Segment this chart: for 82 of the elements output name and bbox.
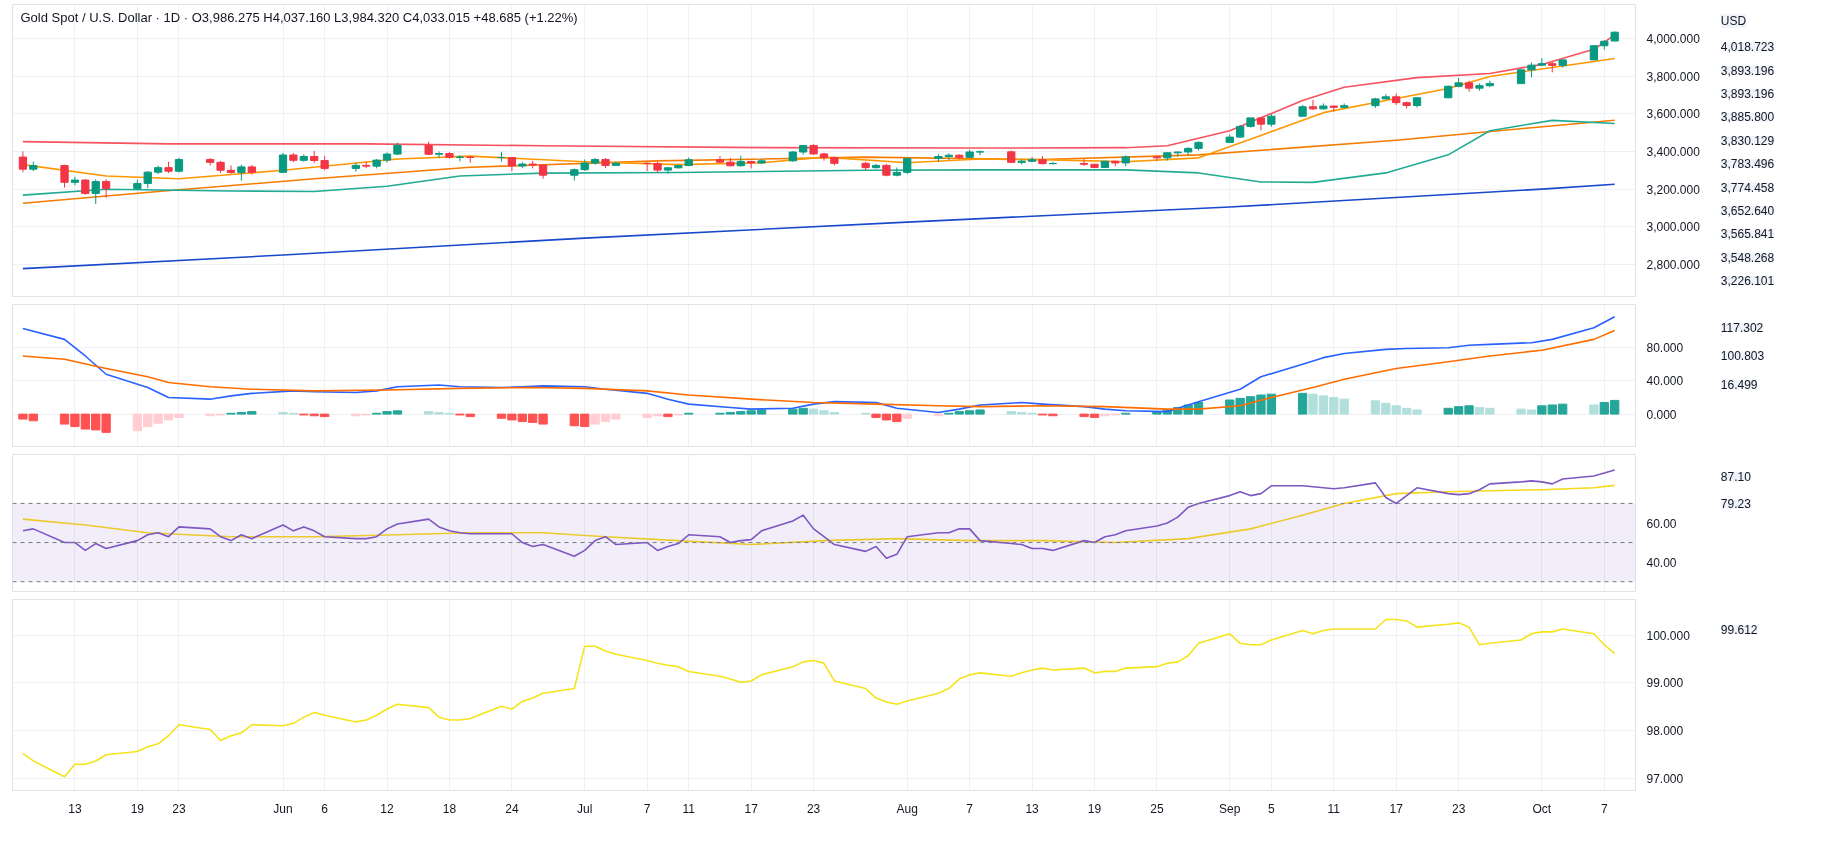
- x-tick-label: Jun: [273, 801, 293, 816]
- y-tick-label: 3,000.000: [1646, 220, 1701, 235]
- y-tick-label: 4,000.000: [1646, 31, 1701, 46]
- x-tick-label: 19: [1087, 801, 1102, 816]
- x-tick-label: 17: [744, 801, 759, 816]
- y-tick-label: 3,400.000: [1646, 144, 1701, 159]
- x-tick-label: Oct: [1532, 801, 1552, 816]
- text: 3,548.268: [1720, 250, 1775, 265]
- x-tick-label: 7: [966, 801, 974, 816]
- chart-title: Gold Spot / U.S. Dollar · 1D · O3,986.275 H4,037.160 L3,984.320 C4,033.015 +48.685 (+1.22%): [20, 9, 578, 25]
- x-tick-label: 7: [1600, 801, 1608, 816]
- line-series: [22, 329, 1616, 410]
- line-series: [22, 183, 1616, 270]
- x-tick-label: 25: [1150, 801, 1164, 816]
- y-tick-label: 40.00: [1646, 555, 1677, 570]
- x-tick-label: 24: [505, 801, 519, 816]
- x-tick-label: 13: [68, 801, 82, 816]
- candlestick: [1537, 57, 1547, 67]
- text: 87.10: [1720, 470, 1752, 485]
- y-tick-label: 99.000: [1646, 676, 1684, 691]
- bar: [1589, 404, 1599, 415]
- text: 3,565.841: [1720, 227, 1775, 242]
- text: 79.23: [1720, 497, 1752, 512]
- candlestick: [18, 150, 28, 173]
- candlestick: [91, 178, 100, 205]
- x-tick-label: 11: [1327, 801, 1341, 816]
- text: 16.499: [1720, 377, 1758, 392]
- y-tick-label: 97.000: [1646, 771, 1684, 786]
- x-tick-label: 17: [1389, 801, 1404, 816]
- line-series: [22, 484, 1616, 546]
- x-tick-label: 6: [321, 801, 329, 816]
- x-tick-label: Sep: [1219, 801, 1241, 816]
- x-tick-label: 23: [172, 801, 186, 816]
- text: 3,783.496: [1720, 157, 1775, 172]
- candlestick: [1152, 155, 1162, 162]
- candlestick: [70, 176, 80, 186]
- x-tick-label: 12: [380, 801, 395, 816]
- y-tick-label: 40.000: [1646, 374, 1684, 389]
- x-tick-label: 5: [1268, 801, 1276, 816]
- line-series: [22, 618, 1616, 778]
- y-tick-label: 80.000: [1646, 341, 1684, 356]
- candlestick: [455, 154, 465, 162]
- text: 3,893.196: [1720, 63, 1775, 78]
- y-tick-label: 100.000: [1646, 628, 1691, 643]
- y-tick-label: 98.000: [1646, 723, 1684, 738]
- line-series: [22, 469, 1616, 560]
- text: 100.803: [1720, 349, 1765, 364]
- bar: [902, 413, 912, 419]
- text: 3,885.800: [1720, 110, 1775, 125]
- bar: [663, 413, 673, 418]
- bar: [1297, 392, 1308, 415]
- text: 4,018.723: [1720, 40, 1775, 55]
- x-tick-label: 23: [1451, 801, 1466, 816]
- y-tick-label: 3,800.000: [1646, 69, 1701, 84]
- candlestick: [1079, 158, 1089, 167]
- text: 117.302: [1720, 320, 1764, 335]
- y-tick-label: 0.000: [1646, 407, 1677, 422]
- x-tick-label: 23: [806, 801, 821, 816]
- candlestick: [1308, 99, 1318, 111]
- x-tick-label: 11: [682, 801, 696, 816]
- x-tick-label: 7: [643, 801, 651, 816]
- text: 3,226.101: [1720, 273, 1775, 288]
- x-tick-label: 19: [130, 801, 145, 816]
- x-tick-label: 13: [1025, 801, 1040, 816]
- y-tick-label: 3,600.000: [1646, 107, 1701, 122]
- text: 99.612: [1720, 623, 1758, 638]
- candlestick: [434, 150, 444, 159]
- line-series: [22, 315, 1616, 414]
- y-tick-label: 3,200.000: [1646, 182, 1701, 197]
- y-axis-title: USD: [1720, 14, 1747, 29]
- text: 3,830.129: [1720, 133, 1775, 148]
- x-tick-label: Jul: [577, 801, 593, 816]
- text: 3,893.196: [1720, 87, 1775, 102]
- text: 3,652.640: [1720, 203, 1775, 218]
- candlestick: [1256, 117, 1266, 132]
- x-tick-label: Aug: [896, 801, 918, 816]
- x-tick-label: 18: [442, 801, 457, 816]
- y-tick-label: 2,800.000: [1646, 257, 1701, 272]
- y-tick-label: 60.00: [1646, 516, 1677, 531]
- candlestick: [226, 164, 236, 175]
- candlestick: [101, 178, 111, 199]
- text: 3,774.458: [1720, 180, 1775, 195]
